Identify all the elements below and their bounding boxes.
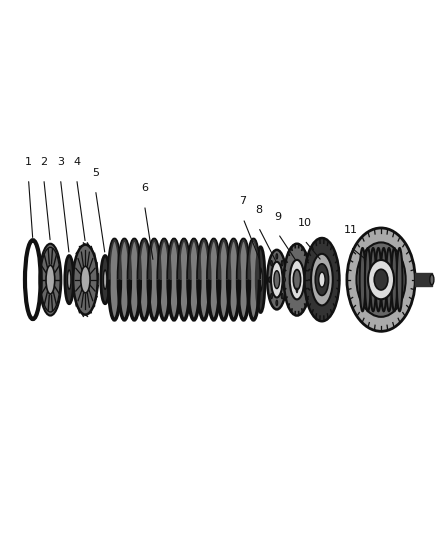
- Ellipse shape: [360, 248, 365, 311]
- Ellipse shape: [357, 243, 406, 317]
- Ellipse shape: [276, 300, 278, 305]
- Ellipse shape: [158, 239, 170, 320]
- Ellipse shape: [256, 247, 265, 312]
- Ellipse shape: [311, 254, 333, 305]
- Ellipse shape: [281, 261, 283, 266]
- Ellipse shape: [118, 239, 131, 320]
- Ellipse shape: [247, 239, 259, 320]
- Ellipse shape: [109, 239, 120, 320]
- Ellipse shape: [271, 261, 272, 266]
- Text: 6: 6: [141, 183, 148, 193]
- Ellipse shape: [386, 248, 392, 311]
- Text: 9: 9: [275, 212, 282, 222]
- Ellipse shape: [271, 262, 283, 297]
- Ellipse shape: [375, 248, 381, 311]
- Ellipse shape: [293, 270, 300, 290]
- Ellipse shape: [290, 260, 304, 300]
- Ellipse shape: [319, 272, 325, 287]
- Ellipse shape: [73, 245, 98, 314]
- Ellipse shape: [315, 264, 328, 295]
- Ellipse shape: [228, 239, 240, 320]
- Ellipse shape: [101, 255, 110, 304]
- Text: 10: 10: [297, 219, 311, 229]
- Ellipse shape: [381, 248, 387, 311]
- Ellipse shape: [268, 277, 270, 282]
- Ellipse shape: [374, 269, 388, 290]
- Ellipse shape: [198, 239, 210, 320]
- Ellipse shape: [365, 248, 371, 311]
- Text: 4: 4: [73, 157, 80, 167]
- Ellipse shape: [67, 270, 71, 289]
- Ellipse shape: [39, 244, 61, 316]
- Ellipse shape: [296, 288, 298, 293]
- Ellipse shape: [271, 293, 272, 299]
- Ellipse shape: [392, 248, 397, 311]
- Ellipse shape: [274, 271, 280, 288]
- Text: 8: 8: [255, 205, 262, 215]
- Text: 7: 7: [240, 197, 247, 206]
- Ellipse shape: [188, 239, 200, 320]
- Text: 2: 2: [40, 157, 47, 167]
- Text: 11: 11: [343, 225, 357, 235]
- Ellipse shape: [138, 239, 150, 320]
- Ellipse shape: [397, 248, 403, 311]
- Ellipse shape: [267, 250, 286, 310]
- Ellipse shape: [65, 255, 74, 304]
- Ellipse shape: [208, 239, 220, 320]
- Ellipse shape: [368, 260, 394, 300]
- Ellipse shape: [430, 274, 434, 285]
- Ellipse shape: [281, 293, 283, 299]
- Text: 3: 3: [57, 157, 64, 167]
- Ellipse shape: [103, 270, 107, 289]
- Ellipse shape: [276, 254, 278, 259]
- Ellipse shape: [178, 239, 190, 320]
- Ellipse shape: [81, 266, 90, 293]
- Ellipse shape: [46, 265, 55, 294]
- Ellipse shape: [259, 268, 262, 291]
- Ellipse shape: [304, 238, 339, 321]
- Text: 1: 1: [25, 157, 32, 167]
- Ellipse shape: [347, 228, 415, 332]
- Ellipse shape: [284, 244, 310, 316]
- Ellipse shape: [128, 239, 140, 320]
- Ellipse shape: [148, 239, 160, 320]
- Ellipse shape: [168, 239, 180, 320]
- Ellipse shape: [218, 239, 230, 320]
- Ellipse shape: [370, 248, 376, 311]
- Ellipse shape: [283, 277, 285, 282]
- Text: 5: 5: [92, 168, 99, 178]
- Ellipse shape: [237, 239, 250, 320]
